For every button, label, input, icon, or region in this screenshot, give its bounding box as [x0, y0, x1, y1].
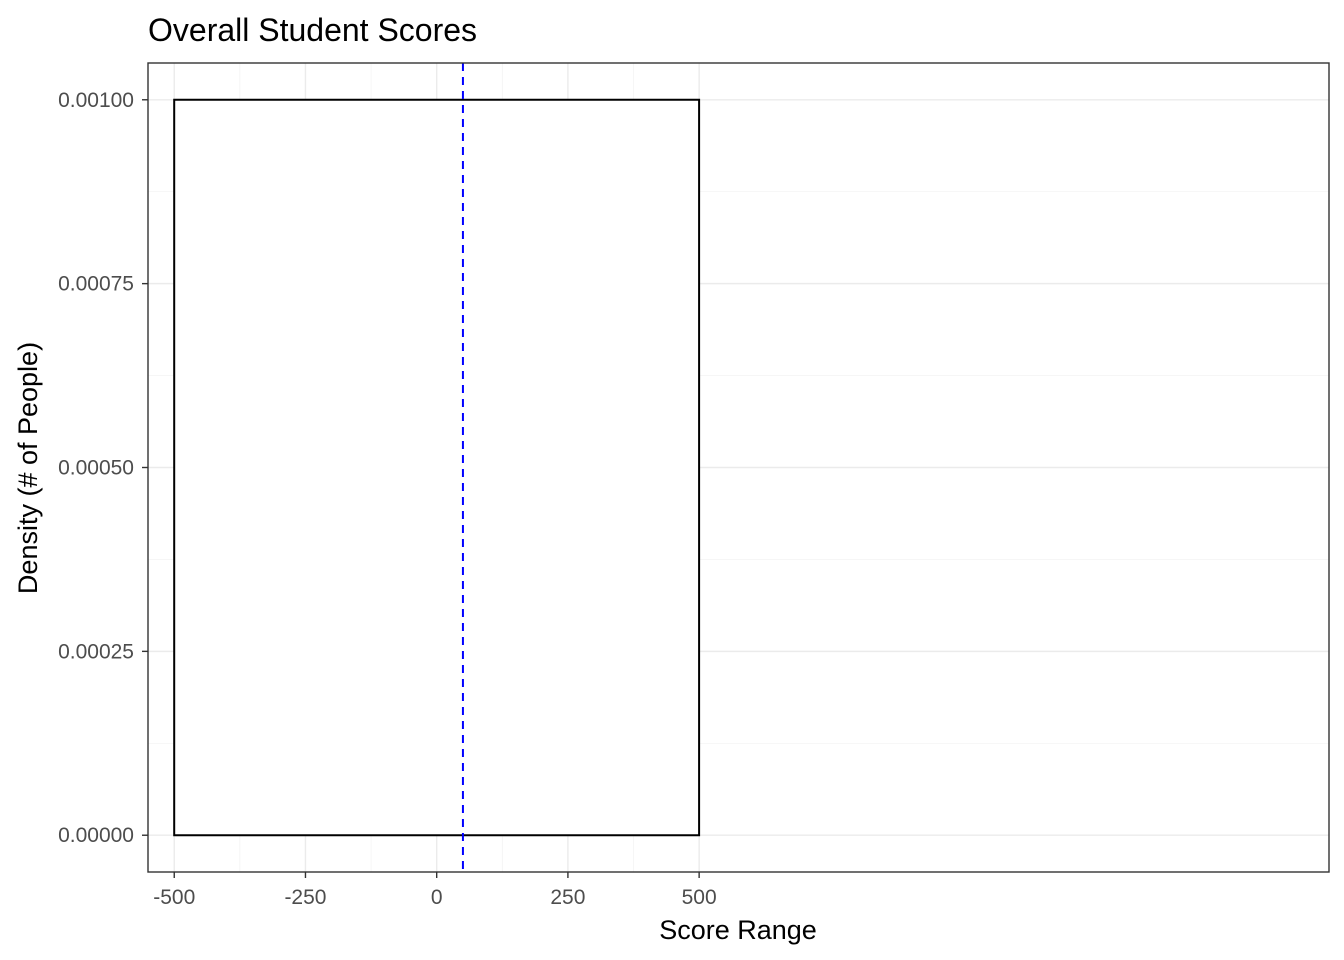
x-tick-label: -500 [153, 886, 195, 909]
y-tick-label: 0.00050 [58, 457, 134, 480]
x-tick-label: 250 [550, 886, 585, 909]
y-axis-title: Density (# of People) [13, 342, 43, 594]
x-axis: -500 -250 0 250 500 [153, 872, 717, 909]
chart-title: Overall Student Scores [148, 12, 477, 48]
y-axis: 0.00000 0.00025 0.00050 0.00075 0.00100 [58, 89, 148, 847]
y-tick-label: 0.00100 [58, 89, 134, 112]
series-layer [173, 98, 701, 837]
x-tick-label: -250 [284, 886, 326, 909]
x-tick-label: 500 [682, 886, 717, 909]
x-axis-title: Score Range [659, 915, 817, 945]
density-outline [173, 98, 701, 837]
x-tick-label: 0 [431, 886, 443, 909]
y-tick-label: 0.00075 [58, 273, 134, 296]
y-tick-label: 0.00000 [58, 824, 134, 847]
y-tick-label: 0.00025 [58, 640, 134, 663]
